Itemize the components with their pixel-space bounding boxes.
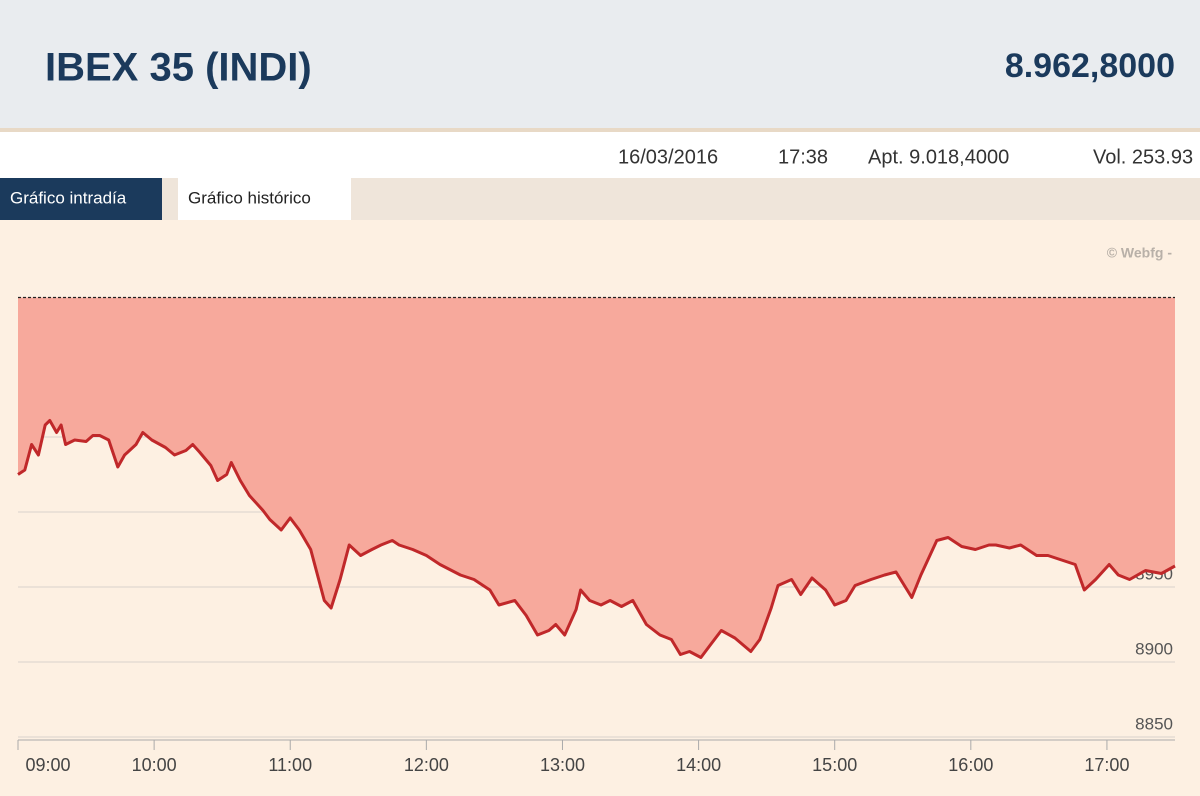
tab-active[interactable] (0, 178, 162, 220)
info-volume: Vol. 253.93 (1093, 146, 1193, 168)
watermark: © Webfg - (1107, 245, 1173, 261)
x-tick-label: 14:00 (676, 755, 721, 775)
info-bar (0, 130, 1200, 178)
index-price: 8.962,8000 (1005, 47, 1175, 85)
info-open: Apt. 9.018,4000 (868, 146, 1009, 168)
header-bar (0, 0, 1200, 130)
index-title: IBEX 35 (INDI) (45, 46, 312, 90)
tab-label[interactable]: Gráfico histórico (188, 188, 311, 207)
x-tick-label: 16:00 (948, 755, 993, 775)
y-tick-label: 8900 (1135, 639, 1173, 658)
x-tick-label: 12:00 (404, 755, 449, 775)
x-tick-label: 15:00 (812, 755, 857, 775)
x-tick-label: 17:00 (1084, 755, 1129, 775)
area-fill (18, 297, 1175, 658)
tab[interactable] (178, 178, 351, 220)
x-tick-label: 11:00 (268, 755, 312, 775)
y-tick-label: 8850 (1135, 714, 1173, 733)
info-date: 16/03/2016 (618, 146, 718, 168)
x-tick-label: 09:00 (25, 755, 70, 775)
tab-label[interactable]: Gráfico intradía (10, 188, 127, 207)
x-tick-label: 10:00 (132, 755, 177, 775)
info-time: 17:38 (778, 146, 828, 168)
x-tick-label: 13:00 (540, 755, 585, 775)
price-line (17, 419, 1176, 659)
